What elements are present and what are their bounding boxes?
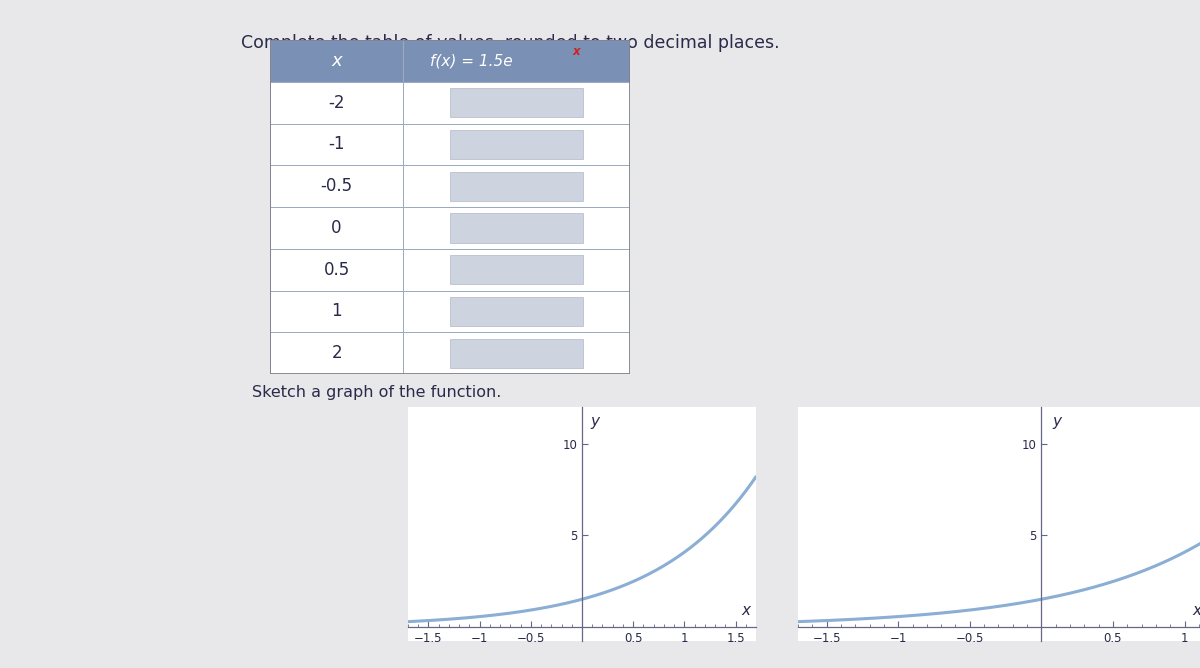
FancyBboxPatch shape [270,291,403,332]
Text: 2: 2 [331,344,342,362]
FancyBboxPatch shape [270,249,403,291]
FancyBboxPatch shape [403,124,630,166]
FancyBboxPatch shape [270,207,403,249]
FancyBboxPatch shape [270,166,403,207]
FancyBboxPatch shape [403,249,630,291]
Text: Sketch a graph of the function.: Sketch a graph of the function. [252,385,502,400]
Text: Complete the table of values, rounded to two decimal places.: Complete the table of values, rounded to… [241,34,780,51]
FancyBboxPatch shape [403,166,630,207]
Text: 0.5: 0.5 [324,261,349,279]
Text: -2: -2 [329,94,344,112]
Text: x: x [331,52,342,70]
FancyBboxPatch shape [270,40,403,82]
Text: y: y [590,414,599,429]
FancyBboxPatch shape [450,255,583,285]
FancyBboxPatch shape [403,82,630,124]
Text: 1: 1 [331,303,342,321]
Text: x: x [1192,603,1200,618]
Text: x: x [742,603,751,618]
FancyBboxPatch shape [450,339,583,368]
FancyBboxPatch shape [270,124,403,166]
FancyBboxPatch shape [450,172,583,201]
FancyBboxPatch shape [403,40,630,82]
FancyBboxPatch shape [450,297,583,326]
Text: y: y [1052,414,1062,429]
FancyBboxPatch shape [270,332,403,374]
FancyBboxPatch shape [450,213,583,242]
Text: 0: 0 [331,219,342,237]
FancyBboxPatch shape [450,130,583,159]
Text: x: x [572,45,581,58]
FancyBboxPatch shape [403,207,630,249]
FancyBboxPatch shape [450,88,583,118]
Text: f(x) = 1.5e: f(x) = 1.5e [431,53,514,68]
FancyBboxPatch shape [270,82,403,124]
FancyBboxPatch shape [403,332,630,374]
FancyBboxPatch shape [403,291,630,332]
Text: -0.5: -0.5 [320,177,353,195]
Text: -1: -1 [329,136,344,154]
